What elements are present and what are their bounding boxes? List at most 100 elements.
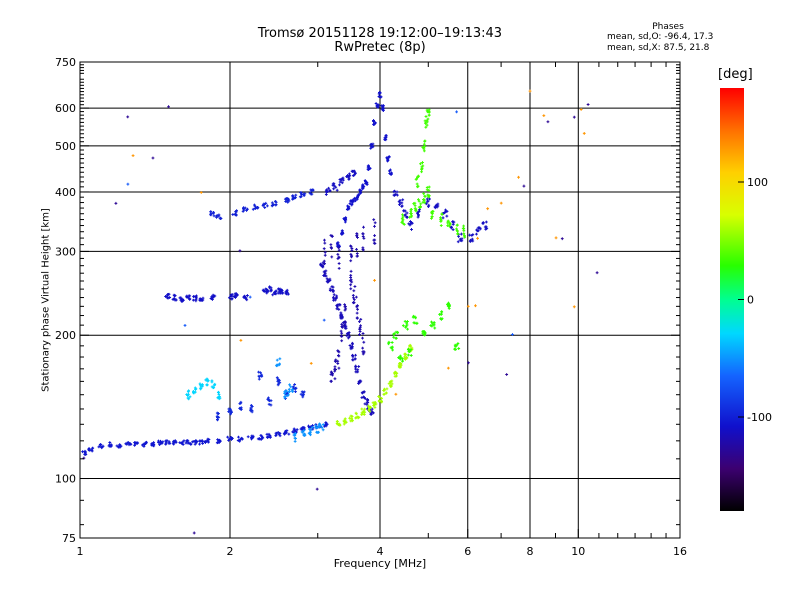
data-point bbox=[505, 373, 509, 376]
data-point bbox=[320, 426, 324, 429]
data-point bbox=[334, 358, 338, 362]
data-point bbox=[191, 298, 195, 302]
data-point bbox=[216, 418, 219, 421]
data-point bbox=[164, 442, 168, 446]
data-point bbox=[456, 240, 460, 244]
data-point bbox=[387, 340, 391, 344]
data-point bbox=[424, 125, 428, 129]
data-point bbox=[361, 336, 364, 340]
data-point bbox=[451, 228, 455, 232]
x-tick-label: 1 bbox=[77, 545, 84, 558]
data-point bbox=[455, 110, 459, 114]
data-point bbox=[586, 103, 590, 106]
data-point bbox=[315, 426, 319, 430]
data-point bbox=[294, 193, 298, 197]
data-point bbox=[209, 210, 213, 214]
data-point bbox=[383, 138, 387, 141]
data-point bbox=[427, 108, 431, 112]
data-point bbox=[131, 154, 135, 158]
data-point bbox=[422, 146, 425, 149]
data-point bbox=[343, 417, 347, 421]
data-point bbox=[267, 402, 271, 406]
data-point bbox=[400, 204, 404, 208]
data-point bbox=[380, 107, 384, 111]
data-point bbox=[415, 185, 419, 189]
data-point bbox=[455, 227, 458, 231]
data-point bbox=[404, 352, 407, 356]
data-point bbox=[229, 294, 233, 297]
data-point bbox=[286, 391, 289, 395]
data-point bbox=[118, 445, 122, 449]
colorbar-ticks: 100 0 -100 bbox=[738, 176, 772, 424]
data-point bbox=[332, 187, 336, 191]
data-point bbox=[235, 213, 238, 217]
data-point bbox=[511, 333, 514, 336]
data-point bbox=[366, 166, 370, 170]
data-point bbox=[287, 432, 291, 436]
data-point bbox=[448, 221, 452, 225]
data-point bbox=[284, 431, 288, 435]
data-point bbox=[325, 279, 329, 283]
data-point bbox=[484, 225, 488, 229]
data-point bbox=[287, 292, 290, 296]
data-point bbox=[315, 487, 319, 491]
data-point bbox=[235, 209, 239, 213]
data-point bbox=[195, 294, 198, 298]
data-point bbox=[392, 332, 395, 336]
data-point bbox=[361, 390, 365, 394]
data-point bbox=[274, 203, 278, 206]
data-point bbox=[347, 332, 350, 336]
data-point bbox=[276, 379, 280, 383]
colorbar-tick-label: 100 bbox=[747, 176, 768, 189]
x-tick-label: 8 bbox=[527, 545, 534, 558]
data-point bbox=[433, 326, 437, 330]
data-point bbox=[349, 252, 353, 256]
data-point bbox=[330, 255, 334, 259]
data-point bbox=[192, 389, 195, 393]
data-point bbox=[242, 206, 246, 210]
data-point bbox=[228, 436, 232, 440]
data-point bbox=[309, 192, 313, 196]
data-point bbox=[337, 243, 341, 247]
data-point bbox=[268, 285, 272, 289]
data-point bbox=[358, 327, 361, 331]
data-point bbox=[572, 115, 576, 119]
data-point bbox=[401, 324, 405, 328]
data-point bbox=[350, 169, 354, 173]
data-point bbox=[395, 336, 398, 340]
data-point bbox=[194, 298, 198, 301]
data-point bbox=[192, 391, 196, 395]
data-point bbox=[389, 168, 392, 172]
data-point bbox=[419, 202, 423, 206]
data-point bbox=[328, 277, 332, 281]
data-point bbox=[83, 452, 87, 456]
data-point bbox=[392, 190, 396, 194]
data-point bbox=[430, 324, 434, 328]
data-point bbox=[263, 206, 267, 209]
data-point bbox=[351, 198, 355, 202]
data-point bbox=[354, 370, 358, 374]
data-point bbox=[211, 296, 215, 300]
data-point bbox=[192, 439, 196, 443]
data-point bbox=[129, 442, 133, 446]
x-tick-label: 10 bbox=[571, 545, 585, 558]
data-point bbox=[199, 191, 203, 194]
data-point bbox=[499, 201, 503, 205]
data-point bbox=[336, 257, 340, 260]
data-point bbox=[389, 384, 392, 387]
data-point bbox=[356, 307, 359, 311]
data-point bbox=[330, 371, 334, 375]
data-point bbox=[179, 298, 183, 302]
data-point bbox=[278, 379, 281, 382]
data-point bbox=[342, 422, 346, 426]
data-point bbox=[355, 252, 359, 255]
data-point bbox=[187, 296, 191, 300]
data-point bbox=[293, 434, 297, 437]
data-point bbox=[399, 362, 403, 366]
data-point bbox=[440, 213, 444, 216]
data-point bbox=[199, 384, 203, 388]
data-point bbox=[349, 283, 353, 287]
data-point bbox=[322, 262, 326, 266]
data-point bbox=[354, 364, 358, 368]
data-point bbox=[382, 107, 386, 110]
